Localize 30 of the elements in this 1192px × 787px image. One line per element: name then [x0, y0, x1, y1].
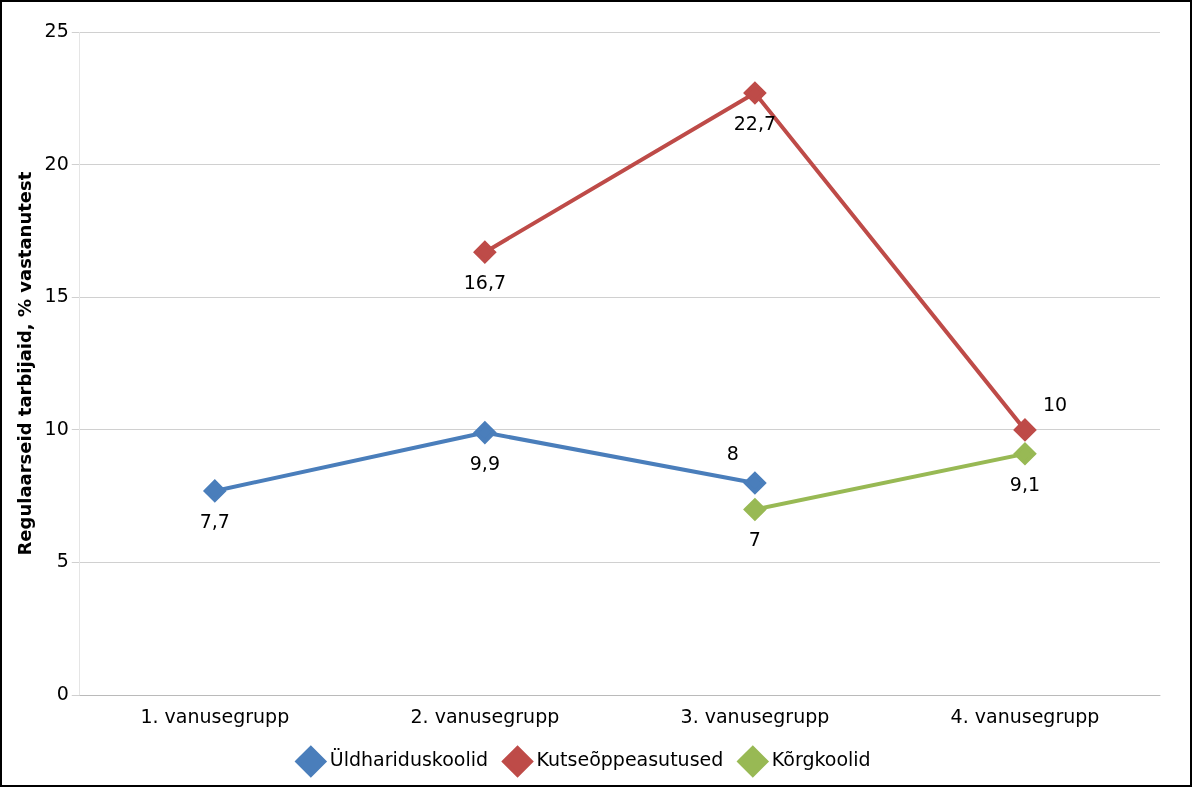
point [743, 471, 766, 494]
point [473, 241, 496, 264]
point [743, 498, 766, 521]
x-tick-label: 4. vanusegrupp [950, 704, 1100, 727]
legend-label: Üldhariduskoolid [329, 748, 489, 771]
x-tick-label: 2. vanusegrupp [410, 704, 560, 727]
x-tick-label: 3. vanusegrupp [680, 704, 830, 727]
legend-label: Kutseõppeasutused [536, 748, 724, 771]
data-label: 16,7 [463, 271, 507, 294]
y-tick-label: 20 [44, 151, 69, 174]
point [1013, 442, 1036, 465]
y-tick-label: 5 [56, 549, 69, 572]
y-tick-label: 10 [44, 416, 69, 439]
data-label: 9,1 [1009, 472, 1041, 495]
data-label: 7 [748, 528, 761, 551]
data-label: 9,9 [469, 451, 500, 474]
point [473, 421, 496, 444]
point [203, 479, 226, 502]
data-label: 22,7 [733, 111, 777, 134]
data-label: 7,7 [199, 509, 230, 532]
x-tick-label: 1. vanusegrupp [140, 704, 290, 727]
data-label: 10 [1042, 392, 1068, 415]
y-tick-label: 25 [44, 18, 69, 41]
y-tick-label: 15 [44, 284, 69, 307]
y-axis-title: Regulaarseid tarbijaid, % vastanutest [14, 171, 36, 556]
point [743, 82, 766, 105]
data-label: 8 [726, 441, 739, 464]
point [1013, 418, 1036, 441]
legend-label: Kõrgkoolid [771, 748, 871, 771]
y-tick-label: 0 [56, 682, 69, 705]
